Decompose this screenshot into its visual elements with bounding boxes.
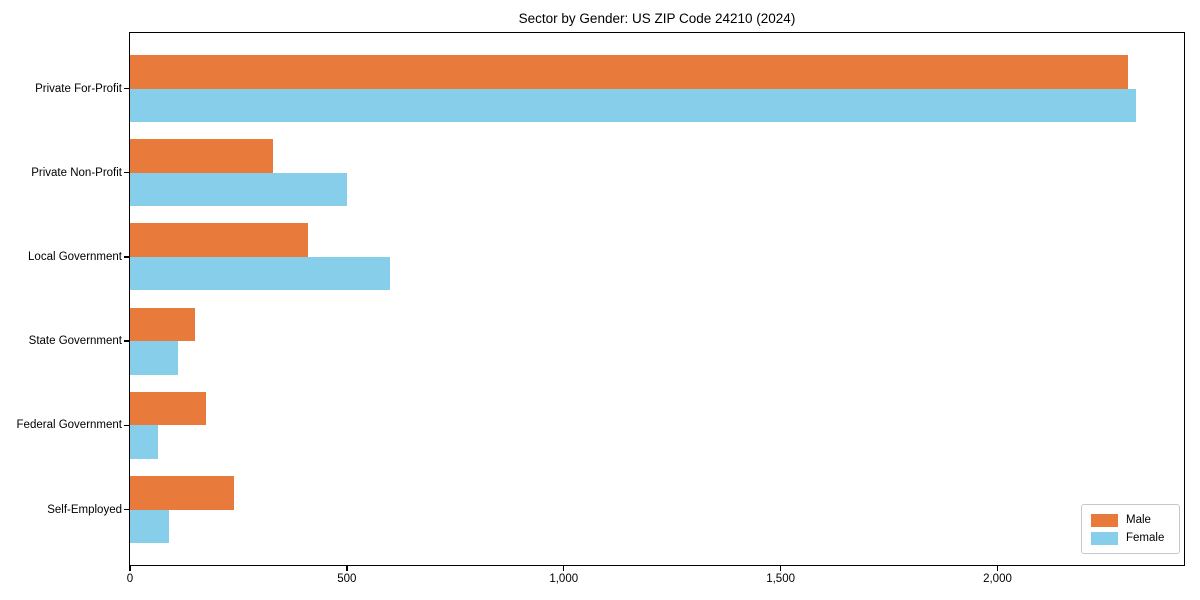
bar-male-state-government [130, 307, 196, 342]
bar-female-state-government [130, 341, 178, 375]
y-tick-mark [124, 256, 130, 258]
y-tick-mark [124, 340, 130, 342]
y-tick-label-self-employed: Self-Employed [47, 503, 122, 516]
y-tick-mark [124, 87, 130, 90]
legend-label-male: Male [1126, 514, 1151, 526]
plot-area: Male Female [129, 32, 1185, 566]
bar-male-local-government [130, 223, 308, 257]
legend-swatch-male [1091, 513, 1118, 527]
y-tick-mark [124, 424, 130, 427]
bar-female-local-government [130, 256, 391, 291]
x-tick-label-1500: 1,500 [766, 573, 795, 585]
y-tick-label-private-for-profit: Private For-Profit [35, 82, 122, 95]
y-tick-label-federal-government: Federal Government [16, 419, 122, 432]
bar-female-private-for-profit [130, 88, 1137, 122]
y-tick-mark [124, 508, 130, 511]
y-tick-label-private-non-profit: Private Non-Profit [31, 166, 122, 179]
x-tick-mark [779, 566, 782, 571]
bars-layer [130, 33, 1184, 565]
x-tick-label-500: 500 [337, 573, 357, 585]
y-tick-label-local-government: Local Government [28, 250, 122, 263]
legend: Male Female [1081, 504, 1180, 554]
x-tick-mark [346, 566, 348, 571]
x-tick-label-1000: 1,000 [549, 573, 579, 585]
x-tick-label-0: 0 [126, 573, 134, 585]
y-tick-label-state-government: State Government [28, 335, 122, 348]
y-tick-mark [124, 171, 130, 174]
legend-swatch-female [1091, 531, 1118, 545]
legend-item-female: Female [1091, 529, 1173, 547]
bar-male-self-employed [130, 476, 235, 510]
legend-item-male: Male [1091, 511, 1173, 529]
bar-male-private-for-profit [130, 55, 1128, 89]
bar-male-private-non-profit [130, 139, 274, 173]
bar-female-federal-government [130, 425, 159, 459]
chart-title: Sector by Gender: US ZIP Code 24210 (202… [518, 11, 796, 26]
x-tick-mark [129, 566, 131, 571]
bar-female-self-employed [130, 509, 170, 543]
x-tick-mark [996, 566, 999, 571]
x-tick-label-2000: 2,000 [983, 573, 1012, 585]
bar-female-private-non-profit [130, 172, 347, 207]
legend-label-female: Female [1126, 532, 1165, 544]
x-tick-mark [562, 566, 565, 571]
bar-male-federal-government [130, 391, 206, 426]
